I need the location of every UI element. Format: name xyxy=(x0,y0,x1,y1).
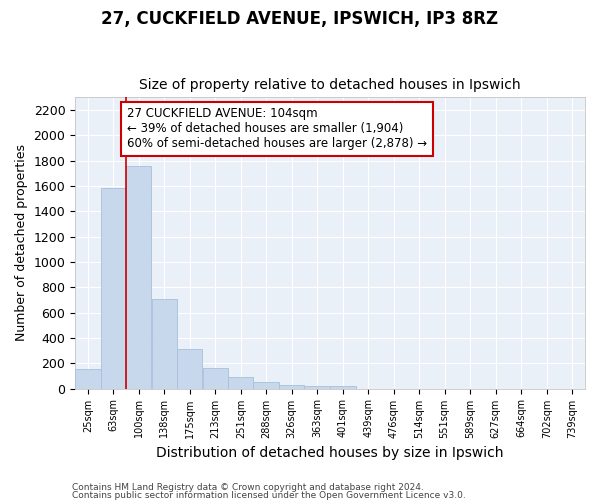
Bar xyxy=(152,299,176,388)
Bar xyxy=(75,368,101,388)
X-axis label: Distribution of detached houses by size in Ipswich: Distribution of detached houses by size … xyxy=(157,446,504,460)
Bar xyxy=(253,382,279,388)
Bar xyxy=(203,368,228,388)
Bar xyxy=(330,386,356,388)
Y-axis label: Number of detached properties: Number of detached properties xyxy=(15,144,28,342)
Bar xyxy=(279,384,304,388)
Bar xyxy=(126,166,151,388)
Text: Contains HM Land Registry data © Crown copyright and database right 2024.: Contains HM Land Registry data © Crown c… xyxy=(72,484,424,492)
Text: 27 CUCKFIELD AVENUE: 104sqm
← 39% of detached houses are smaller (1,904)
60% of : 27 CUCKFIELD AVENUE: 104sqm ← 39% of det… xyxy=(127,108,427,150)
Title: Size of property relative to detached houses in Ipswich: Size of property relative to detached ho… xyxy=(139,78,521,92)
Bar xyxy=(229,378,253,388)
Bar xyxy=(177,348,202,389)
Text: 27, CUCKFIELD AVENUE, IPSWICH, IP3 8RZ: 27, CUCKFIELD AVENUE, IPSWICH, IP3 8RZ xyxy=(101,10,499,28)
Bar xyxy=(304,386,330,388)
Text: Contains public sector information licensed under the Open Government Licence v3: Contains public sector information licen… xyxy=(72,490,466,500)
Bar xyxy=(101,188,125,388)
